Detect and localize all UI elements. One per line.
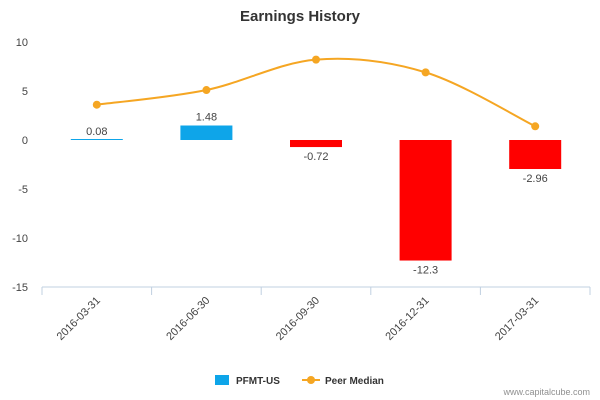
credit-text: www.capitalcube.com <box>502 387 590 397</box>
chart-title: Earnings History <box>240 8 361 25</box>
y-tick-label: 0 <box>22 135 28 147</box>
peer-point-2016-03-31 <box>92 100 101 109</box>
peer-median-points <box>92 55 540 131</box>
bar-2016-06-30 <box>180 125 233 140</box>
y-tick-label: 10 <box>16 37 28 49</box>
peer-point-2017-03-31 <box>531 122 540 131</box>
peer-point-2016-12-31 <box>421 68 430 77</box>
peer-point-2016-06-30 <box>202 86 211 95</box>
y-axis-ticks: 10 5 0 -5 -10 -15 <box>12 37 28 294</box>
x-tick-label: 2016-09-30 <box>274 295 322 343</box>
legend-swatch-pfmt-us <box>215 375 229 385</box>
x-tick-label: 2017-03-31 <box>493 295 541 343</box>
x-tick-label: 2016-03-31 <box>55 295 103 343</box>
bar-data-label: -2.96 <box>523 173 548 185</box>
legend-label-pfmt-us: PFMT-US <box>236 376 280 387</box>
x-axis-ticks: 2016-03-31 2016-06-30 2016-09-30 2016-12-31… <box>41 287 591 343</box>
peer-point-2016-09-30 <box>312 55 320 64</box>
bar-data-label: 1.48 <box>196 111 217 123</box>
y-tick-label: 5 <box>22 86 28 98</box>
bar-2016-09-30 <box>290 140 342 148</box>
bar-data-label: 0.08 <box>86 126 107 138</box>
legend: PFMT-US Peer Median <box>215 375 384 387</box>
x-tick-label: 2016-06-30 <box>164 295 212 343</box>
bar-data-label: -12.3 <box>413 265 438 277</box>
bar-2017-03-31 <box>509 140 562 170</box>
bar-data-label: -0.72 <box>303 151 328 163</box>
y-tick-label: -15 <box>12 282 28 294</box>
bar-2016-12-31 <box>399 140 452 261</box>
y-tick-label: -10 <box>12 233 28 245</box>
bar-2016-03-31 <box>70 139 123 140</box>
legend-label-peer-median: Peer Median <box>325 376 384 387</box>
y-tick-label: -5 <box>18 184 28 196</box>
bar-series-pfmt-us <box>70 125 562 261</box>
bar-data-labels: 0.08 1.48 -0.72 -12.3 -2.96 <box>86 111 548 276</box>
legend-marker-peer-median <box>307 376 315 384</box>
x-tick-label: 2016-12-31 <box>383 295 431 343</box>
peer-median-line <box>96 57 536 128</box>
